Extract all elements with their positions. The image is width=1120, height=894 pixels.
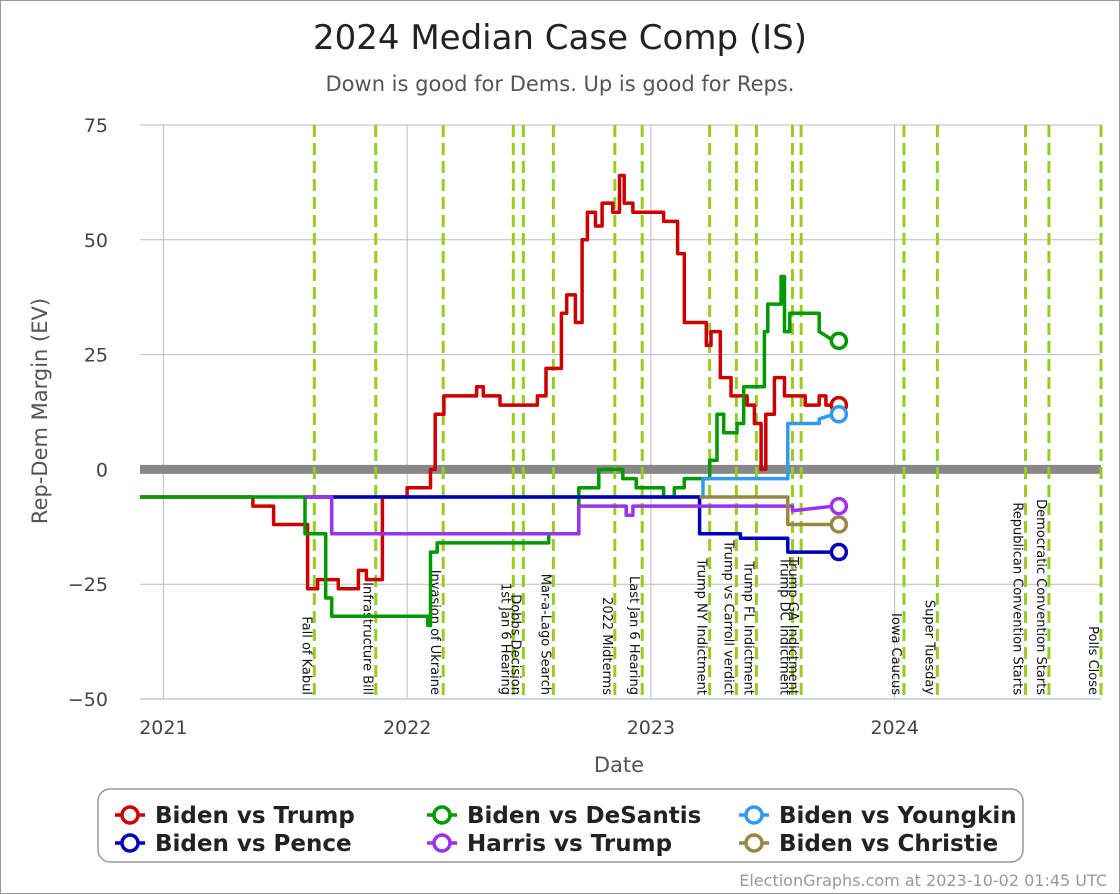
event-label: Fall of Kabul: [298, 616, 313, 695]
series-end-marker: [829, 496, 849, 516]
x-axis-title: Date: [594, 753, 644, 777]
legend-label: Harris vs Trump: [467, 831, 672, 857]
series-end-marker: [829, 515, 849, 534]
event-label: Dobbs Decision: [507, 594, 522, 695]
x-tick-label: 2024: [870, 717, 918, 739]
series-line: [140, 173, 834, 591]
legend-swatch-marker: [120, 805, 140, 825]
legend-swatch-marker: [432, 805, 452, 825]
series-end-marker: [829, 542, 849, 562]
series-end-marker: [829, 331, 849, 351]
series-end-marker: [829, 405, 849, 424]
y-axis-title: Rep-Dem Margin (EV): [28, 298, 52, 524]
event-label: Trump vs Carroll verdict: [720, 539, 735, 695]
legend-box: [97, 788, 1024, 863]
series-line: [305, 495, 834, 554]
event-label: Super Tuesday: [921, 600, 936, 695]
event-label: Infrastructure Bill: [360, 582, 375, 695]
event-label: 1st Jan 6 Hearing: [497, 583, 512, 695]
legend-label: Biden vs Trump: [155, 803, 355, 829]
y-tick-label: 25: [84, 345, 108, 367]
legend-swatch-marker: [120, 833, 140, 853]
event-label: Democratic Convention Starts: [1033, 499, 1048, 695]
y-tick-label: −50: [68, 689, 108, 711]
legend: Biden vs Trump Biden vs DeSantis Biden vs …: [97, 788, 1024, 863]
y-tick-label: 75: [84, 115, 108, 137]
x-tick-label: 2021: [139, 717, 187, 739]
event-label: 2022 Midterms: [599, 597, 614, 695]
series-line: [140, 274, 835, 628]
y-tick-label: 0: [96, 459, 108, 481]
chart-subtitle: Down is good for Dems. Up is good for Re…: [326, 72, 795, 96]
event-label: Trump FL Indictment: [740, 560, 755, 695]
x-tick-label: 2022: [383, 717, 431, 739]
event-label: Mar-a-Lago Search: [537, 574, 552, 695]
event-label: Trump NY Indictment: [694, 557, 709, 695]
x-tick-label: 2023: [627, 717, 675, 739]
legend-swatch-marker: [744, 833, 764, 853]
legend-swatch-marker: [432, 833, 452, 853]
series-lines: [140, 173, 849, 628]
event-label: Iowa Caucus: [888, 613, 903, 695]
series-line: [305, 495, 835, 536]
event-label: Polls Close: [1085, 626, 1100, 695]
series-line: [699, 495, 834, 527]
event-label: Trump DC Indictment: [776, 556, 791, 695]
event-label: Republican Convention Starts: [1010, 502, 1025, 695]
legend-swatch-marker: [744, 805, 764, 825]
y-tick-label: 50: [84, 230, 108, 252]
chart-title: 2024 Median Case Comp (IS): [313, 18, 807, 58]
event-label: Last Jan 6 Hearing: [626, 576, 641, 695]
legend-label: Biden vs DeSantis: [467, 803, 701, 829]
legend-label: Biden vs Youngkin: [779, 803, 1017, 829]
credit-text: ElectionGraphs.com at 2023-10-02 01:45 U…: [739, 871, 1107, 890]
event-lines: Fall of Kabul Infrastructure Bill Invasion…: [298, 125, 1103, 699]
event-label: Trump GA Indictment: [785, 556, 800, 695]
legend-label: Biden vs Pence: [155, 831, 352, 857]
y-tick-label: −25: [68, 574, 108, 596]
axes: 75 50 25 0 −25 −50 2021 2022 2023 2024: [68, 115, 1101, 739]
legend-label: Biden vs Christie: [779, 831, 998, 857]
series-line: [305, 412, 835, 499]
